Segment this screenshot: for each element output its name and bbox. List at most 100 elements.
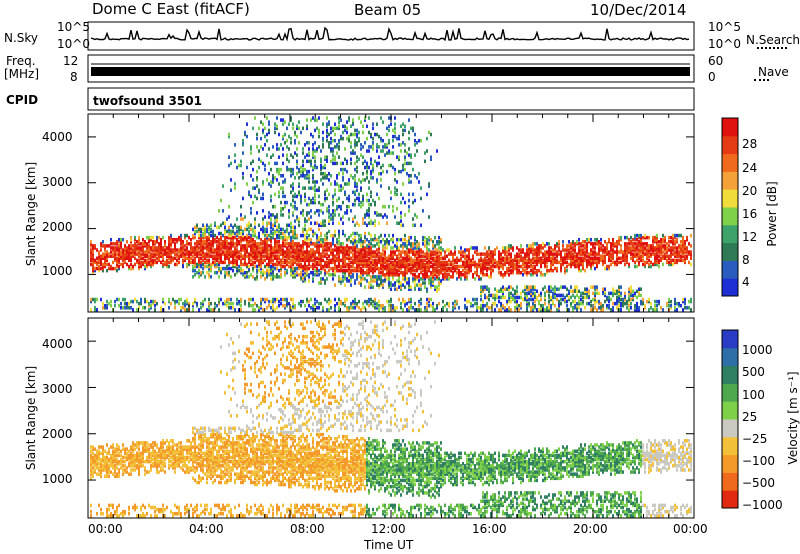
- power-cell: [460, 256, 462, 261]
- power-cell: [558, 248, 560, 252]
- power-cell: [434, 260, 436, 265]
- power-cell: [482, 273, 484, 277]
- power-cell: [364, 221, 366, 225]
- power-cell: [514, 308, 516, 312]
- power-cell: [356, 132, 358, 137]
- power-cell: [320, 231, 322, 236]
- power-cell: [320, 301, 322, 306]
- power-cell: [594, 254, 596, 258]
- power-cell: [258, 223, 260, 228]
- power-cell: [338, 124, 340, 129]
- power-cell: [550, 295, 552, 300]
- power-cell: [552, 258, 554, 263]
- power-cell: [272, 303, 274, 308]
- power-cell: [274, 308, 276, 312]
- power-cell: [236, 244, 238, 248]
- power-cell: [144, 252, 146, 256]
- power-cell: [342, 256, 344, 261]
- power-cell: [402, 165, 404, 170]
- power-cell: [178, 235, 180, 240]
- power-cell: [364, 264, 366, 269]
- power-cell: [252, 159, 254, 164]
- power-cell: [346, 277, 348, 281]
- power-cell: [480, 258, 482, 263]
- power-cell: [382, 204, 384, 209]
- power-cell: [318, 186, 320, 190]
- power-cell: [520, 244, 522, 248]
- power-cell: [326, 207, 328, 211]
- power-cell: [252, 229, 254, 234]
- power-cell: [338, 171, 340, 176]
- power-cell: [608, 254, 610, 258]
- power-cell: [572, 289, 574, 294]
- power-cell: [214, 237, 216, 242]
- power-cell: [340, 118, 342, 122]
- power-cell: [262, 246, 264, 250]
- power-cell: [548, 295, 550, 300]
- power-cell: [602, 258, 604, 263]
- power-cell: [260, 270, 262, 275]
- power-cell: [312, 134, 314, 139]
- power-cell: [378, 242, 380, 246]
- power-cell: [374, 299, 376, 304]
- power-cell: [228, 297, 230, 302]
- power-cell: [232, 254, 234, 258]
- power-cell: [304, 219, 306, 223]
- power-cell: [310, 186, 312, 190]
- power-cell: [374, 254, 376, 258]
- power-cell: [184, 308, 186, 312]
- power-cell: [410, 126, 412, 131]
- power-cell: [374, 219, 376, 223]
- power-cell: [378, 308, 380, 312]
- power-cell: [318, 194, 320, 199]
- power-cell: [118, 250, 120, 254]
- power-cell: [436, 289, 438, 294]
- power-cell: [358, 223, 360, 228]
- power-cell: [502, 246, 504, 250]
- power-cell: [350, 151, 352, 155]
- power-cell: [410, 270, 412, 275]
- power-cell: [392, 246, 394, 250]
- power-cell: [592, 260, 594, 265]
- power-cell: [334, 270, 336, 275]
- power-cell: [390, 196, 392, 201]
- power-cell: [270, 194, 272, 199]
- power-cell: [216, 240, 218, 244]
- power-cell: [444, 254, 446, 258]
- power-cell: [320, 242, 322, 246]
- power-cell: [182, 258, 184, 263]
- power-cell: [514, 264, 516, 269]
- power-cell: [576, 289, 578, 294]
- power-cell: [136, 240, 138, 244]
- power-cell: [268, 237, 270, 242]
- power-cell: [468, 260, 470, 265]
- power-cell: [450, 260, 452, 265]
- power-cell: [346, 237, 348, 242]
- power-cell: [320, 244, 322, 248]
- power-cell: [542, 273, 544, 277]
- power-cell: [272, 153, 274, 157]
- power-cell: [112, 266, 114, 271]
- power-cell: [488, 252, 490, 256]
- power-cell: [214, 258, 216, 263]
- power-cell: [322, 145, 324, 149]
- power-cell: [306, 252, 308, 256]
- power-cell: [320, 266, 322, 271]
- power-cell: [542, 260, 544, 265]
- power-cell: [496, 264, 498, 269]
- power-cell: [96, 262, 98, 267]
- power-cell: [376, 248, 378, 252]
- power-cell: [386, 273, 388, 277]
- power-cell: [470, 266, 472, 271]
- power-cell: [400, 260, 402, 265]
- power-cell: [344, 167, 346, 172]
- power-cell: [228, 229, 230, 234]
- power-cell: [118, 260, 120, 265]
- power-cell: [592, 242, 594, 246]
- power-cell: [274, 256, 276, 261]
- power-cell: [380, 240, 382, 244]
- power-cell: [560, 258, 562, 263]
- power-cell: [376, 161, 378, 166]
- power-cell: [534, 291, 536, 296]
- power-cell: [318, 301, 320, 306]
